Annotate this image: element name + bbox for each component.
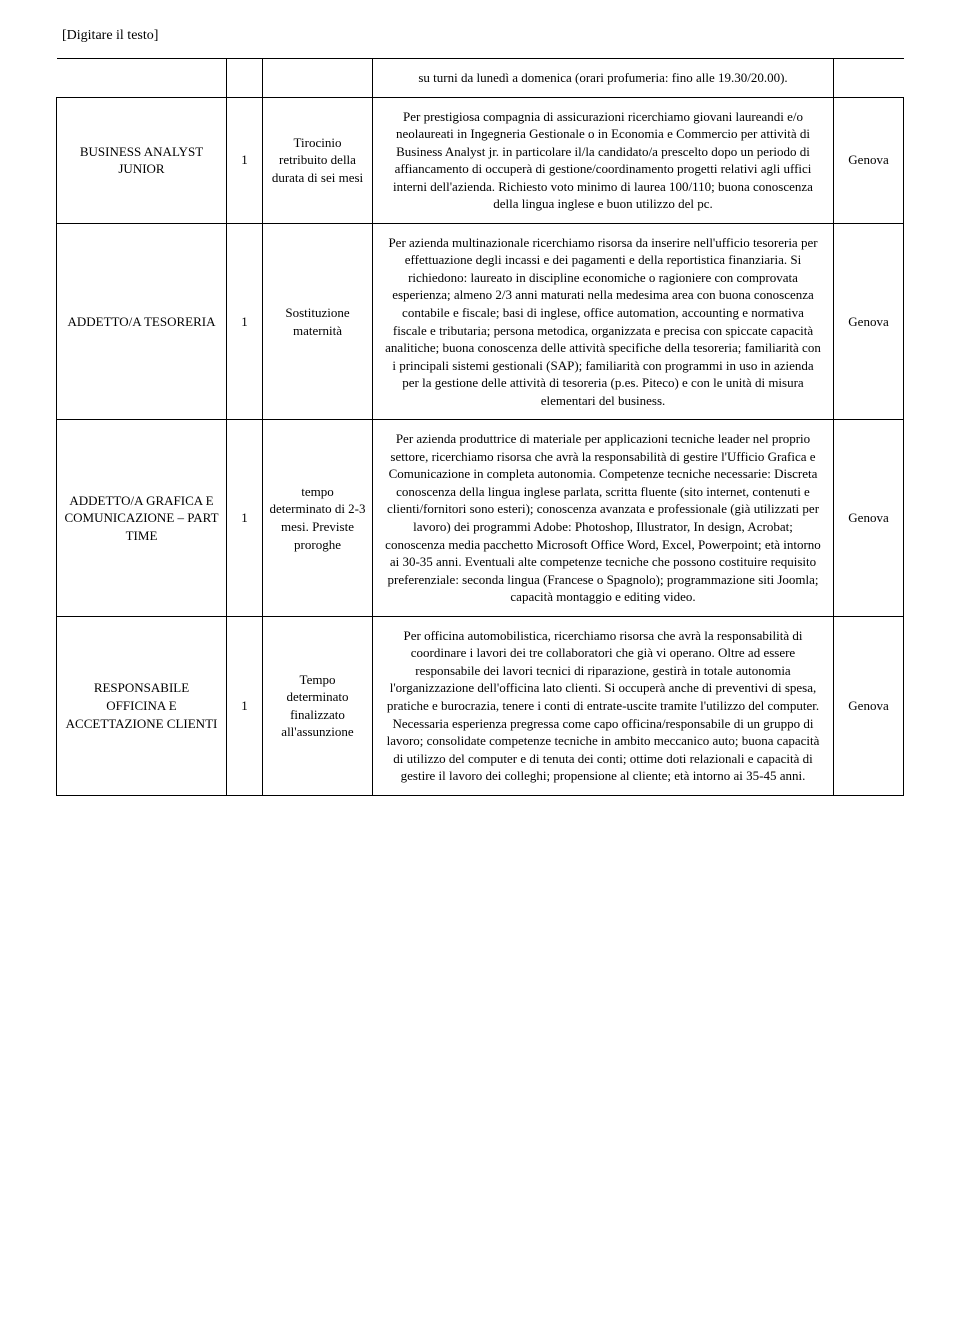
cell-location-empty <box>834 59 904 98</box>
cell-qty: 1 <box>227 420 263 616</box>
cell-title: ADDETTO/A TESORERIA <box>57 223 227 419</box>
cell-contract: Sostituzione maternità <box>263 223 373 419</box>
cell-location: Genova <box>834 223 904 419</box>
header-placeholder: [Digitare il testo] <box>62 28 904 44</box>
cell-description: Per prestigiosa compagnia di assicurazio… <box>373 97 834 223</box>
cell-qty-empty <box>227 59 263 98</box>
cell-qty: 1 <box>227 223 263 419</box>
cell-description: Per officina automobilistica, ricerchiam… <box>373 616 834 795</box>
cell-location: Genova <box>834 616 904 795</box>
cell-description: Per azienda produttrice di materiale per… <box>373 420 834 616</box>
cell-description: su turni da lunedì a domenica (orari pro… <box>373 59 834 98</box>
cell-location: Genova <box>834 420 904 616</box>
cell-qty: 1 <box>227 97 263 223</box>
cell-contract: tempo determinato di 2-3 mesi. Previste … <box>263 420 373 616</box>
table-row: su turni da lunedì a domenica (orari pro… <box>57 59 904 98</box>
cell-qty: 1 <box>227 616 263 795</box>
table-row: RESPONSABILE OFFICINA E ACCETTAZIONE CLI… <box>57 616 904 795</box>
cell-location: Genova <box>834 97 904 223</box>
cell-title: ADDETTO/A GRAFICA E COMUNICAZIONE – PART… <box>57 420 227 616</box>
cell-title-empty <box>57 59 227 98</box>
jobs-table: su turni da lunedì a domenica (orari pro… <box>56 58 904 796</box>
cell-contract: Tirocinio retribuito della durata di sei… <box>263 97 373 223</box>
table-row: ADDETTO/A TESORERIA 1 Sostituzione mater… <box>57 223 904 419</box>
cell-contract-empty <box>263 59 373 98</box>
table-row: BUSINESS ANALYST JUNIOR 1 Tirocinio retr… <box>57 97 904 223</box>
cell-title: RESPONSABILE OFFICINA E ACCETTAZIONE CLI… <box>57 616 227 795</box>
cell-contract: Tempo determinato finalizzato all'assunz… <box>263 616 373 795</box>
table-row: ADDETTO/A GRAFICA E COMUNICAZIONE – PART… <box>57 420 904 616</box>
cell-title: BUSINESS ANALYST JUNIOR <box>57 97 227 223</box>
cell-description: Per azienda multinazionale ricerchiamo r… <box>373 223 834 419</box>
